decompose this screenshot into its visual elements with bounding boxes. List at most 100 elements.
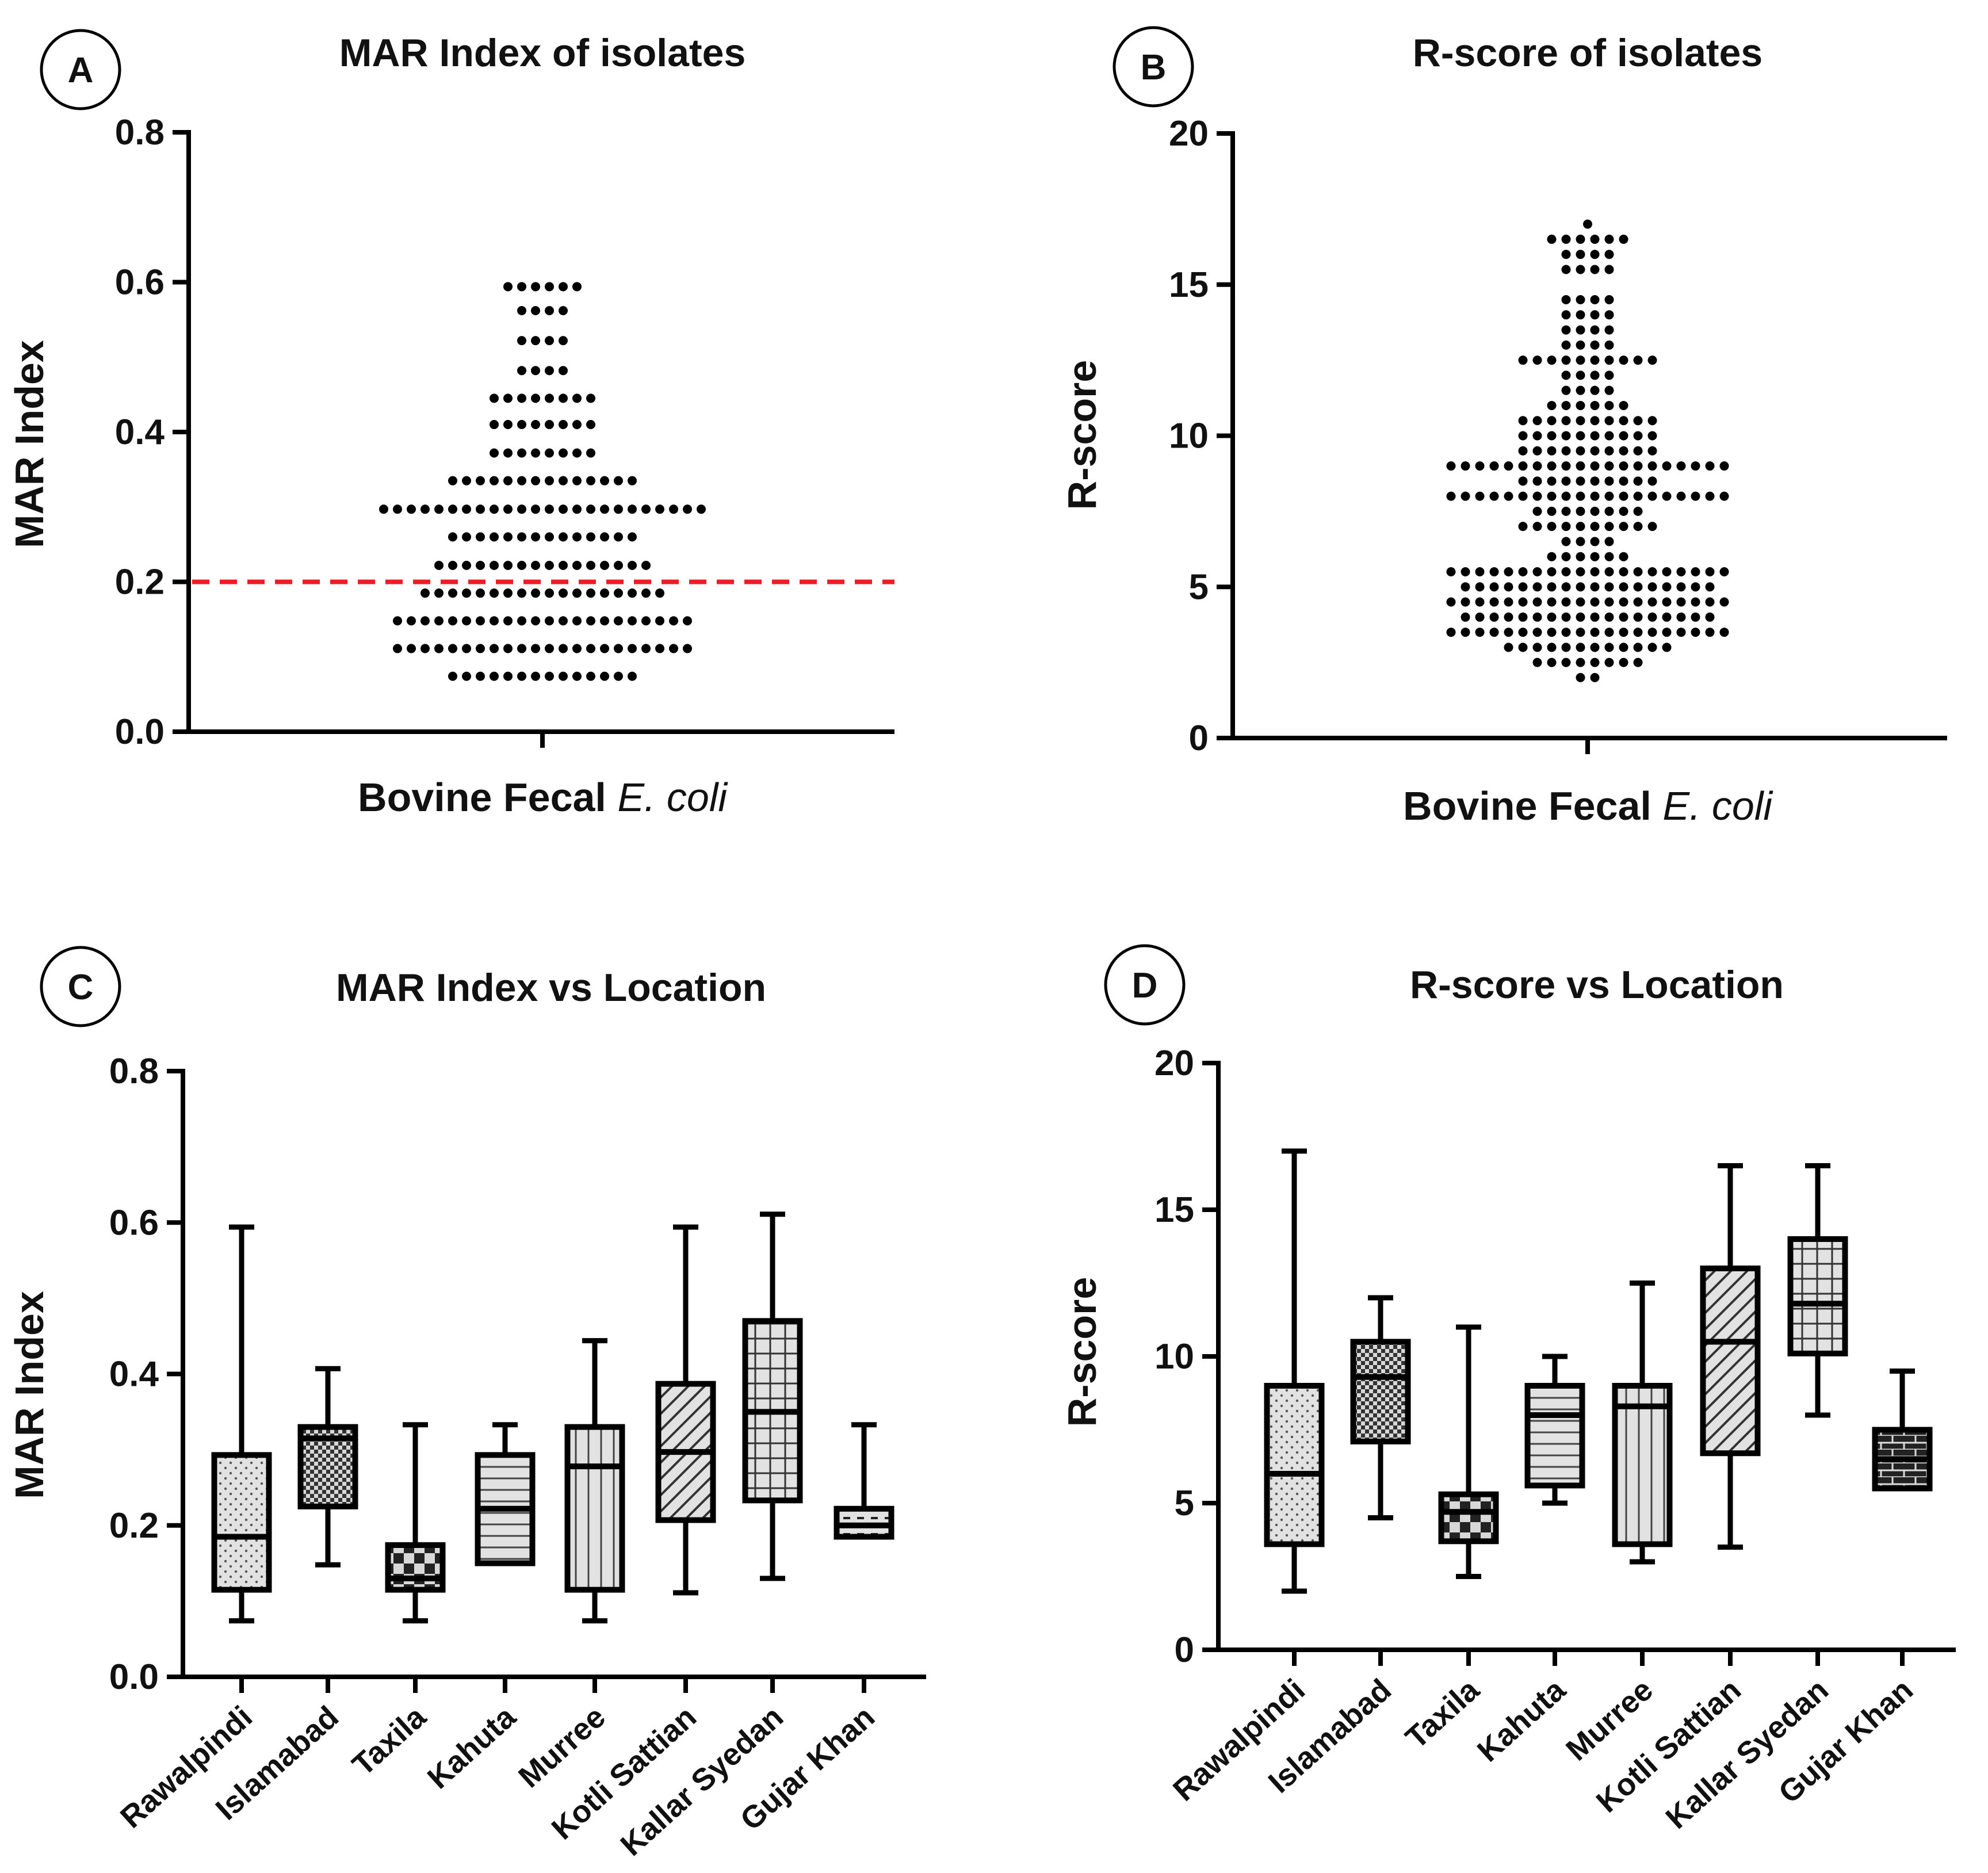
- y-axis-label: R-score: [1060, 360, 1104, 510]
- data-point: [531, 476, 540, 486]
- y-tick-label: 5: [1175, 1484, 1194, 1523]
- data-point: [517, 476, 526, 486]
- data-point: [1691, 597, 1700, 607]
- data-point: [503, 616, 513, 626]
- data-point: [559, 476, 568, 486]
- data-point: [531, 560, 540, 570]
- data-point: [1705, 628, 1715, 637]
- data-point: [503, 504, 513, 514]
- data-point: [1532, 597, 1542, 607]
- data-point: [462, 588, 471, 598]
- data-point: [1504, 461, 1513, 471]
- data-point: [1504, 612, 1513, 622]
- data-point: [1532, 416, 1542, 426]
- data-point: [1590, 416, 1600, 426]
- data-point: [559, 336, 568, 346]
- data-point: [1547, 643, 1557, 652]
- data-point: [1547, 506, 1557, 516]
- data-point: [1547, 522, 1557, 532]
- box-iqr: [211, 1452, 272, 1593]
- data-point: [628, 588, 637, 598]
- data-point: [1705, 461, 1715, 471]
- data-point: [1547, 658, 1557, 667]
- data-point: [572, 282, 582, 292]
- data-point: [1518, 416, 1528, 426]
- data-point: [407, 644, 416, 653]
- data-point: [476, 504, 485, 514]
- data-point: [1532, 643, 1542, 652]
- data-point: [1590, 537, 1600, 546]
- data-point: [1705, 582, 1715, 592]
- data-point: [1604, 431, 1614, 441]
- data-point: [517, 532, 526, 542]
- data-point: [641, 560, 651, 570]
- data-point: [503, 560, 513, 570]
- data-point: [1576, 672, 1585, 682]
- y-tick-label: 0.6: [115, 263, 165, 303]
- data-point: [1532, 446, 1542, 456]
- data-point: [1583, 219, 1592, 229]
- data-point: [600, 476, 609, 486]
- data-point: [572, 532, 582, 542]
- data-point: [476, 588, 485, 598]
- data-point: [476, 532, 485, 542]
- data-point: [600, 671, 609, 681]
- data-point: [1576, 370, 1585, 380]
- data-point: [655, 504, 664, 514]
- data-point: [1662, 643, 1672, 652]
- data-point: [600, 504, 609, 514]
- data-point: [669, 504, 678, 514]
- data-point: [1590, 658, 1600, 667]
- y-tick-label: 0.4: [109, 1355, 159, 1394]
- data-point: [545, 393, 554, 403]
- data-point: [1461, 612, 1470, 622]
- data-point: [1604, 582, 1614, 592]
- data-point: [420, 504, 430, 514]
- data-point: [1590, 265, 1600, 274]
- data-point: [490, 560, 499, 570]
- data-point: [1576, 552, 1585, 561]
- data-point: [614, 560, 623, 570]
- data-point: [1676, 628, 1686, 637]
- y-tick-label: 0: [1175, 1630, 1194, 1670]
- data-point: [1719, 597, 1729, 607]
- data-point: [1662, 597, 1672, 607]
- data-point: [531, 336, 540, 346]
- data-point: [1547, 446, 1557, 456]
- data-point: [1590, 628, 1600, 637]
- box-iqr: [1438, 1491, 1499, 1545]
- y-tick-label: 0.0: [109, 1657, 159, 1697]
- data-point: [1619, 628, 1628, 637]
- data-point: [448, 644, 457, 653]
- data-point: [531, 616, 540, 626]
- panel-letter-badge: D: [1104, 944, 1186, 1026]
- data-point: [1691, 612, 1700, 622]
- data-point: [669, 616, 678, 626]
- panel-letter: C: [68, 968, 94, 1007]
- data-point: [1547, 552, 1557, 561]
- data-point: [614, 671, 623, 681]
- data-point: [586, 476, 595, 486]
- data-point: [628, 560, 637, 570]
- data-point: [1461, 491, 1470, 501]
- y-tick-label: 0.0: [115, 712, 165, 752]
- data-point: [1676, 491, 1686, 501]
- data-point: [517, 616, 526, 626]
- data-point: [1475, 567, 1485, 576]
- box-iqr: [564, 1424, 625, 1593]
- data-point: [1590, 310, 1600, 320]
- data-point: [572, 448, 582, 458]
- data-point: [1662, 567, 1672, 576]
- data-point: [1547, 356, 1557, 365]
- y-tick-label: 10: [1154, 1337, 1194, 1377]
- data-point: [1561, 295, 1571, 305]
- data-point: [517, 644, 526, 653]
- data-point: [1719, 628, 1729, 637]
- data-point: [655, 616, 664, 626]
- data-point: [1676, 597, 1686, 607]
- data-point: [1604, 325, 1614, 335]
- box-iqr: [1350, 1339, 1411, 1444]
- data-point: [1676, 461, 1686, 471]
